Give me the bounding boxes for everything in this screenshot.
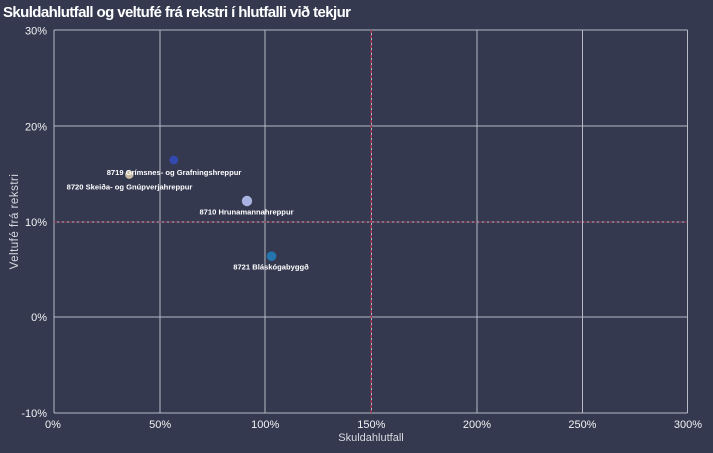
svg-text:50%: 50% (149, 419, 171, 431)
svg-text:20%: 20% (25, 122, 47, 134)
svg-text:200%: 200% (463, 419, 491, 431)
svg-text:Skuldahlutfall og veltufé frá: Skuldahlutfall og veltufé frá rekstri í … (3, 4, 351, 21)
svg-text:0%: 0% (45, 419, 61, 431)
svg-text:8720 Skeiða- og Gnúpverjahrepp: 8720 Skeiða- og Gnúpverjahreppur (67, 182, 193, 191)
svg-text:150%: 150% (357, 419, 385, 431)
svg-text:Skuldahlutfall: Skuldahlutfall (338, 432, 403, 444)
svg-text:0%: 0% (31, 312, 47, 324)
svg-text:250%: 250% (568, 419, 596, 431)
svg-text:10%: 10% (25, 217, 47, 229)
svg-text:8710 Hrunamannahreppur: 8710 Hrunamannahreppur (199, 207, 293, 216)
svg-text:8721 Bláskógabyggð: 8721 Bláskógabyggð (233, 262, 309, 271)
svg-text:-10%: -10% (21, 408, 47, 420)
svg-text:8719 Grímsnes- og Grafningshre: 8719 Grímsnes- og Grafningshreppur (107, 168, 242, 177)
svg-text:300%: 300% (674, 419, 702, 431)
svg-text:30%: 30% (25, 26, 47, 38)
svg-text:Veltufé frá rekstri: Veltufé frá rekstri (9, 174, 21, 270)
svg-text:100%: 100% (251, 419, 279, 431)
